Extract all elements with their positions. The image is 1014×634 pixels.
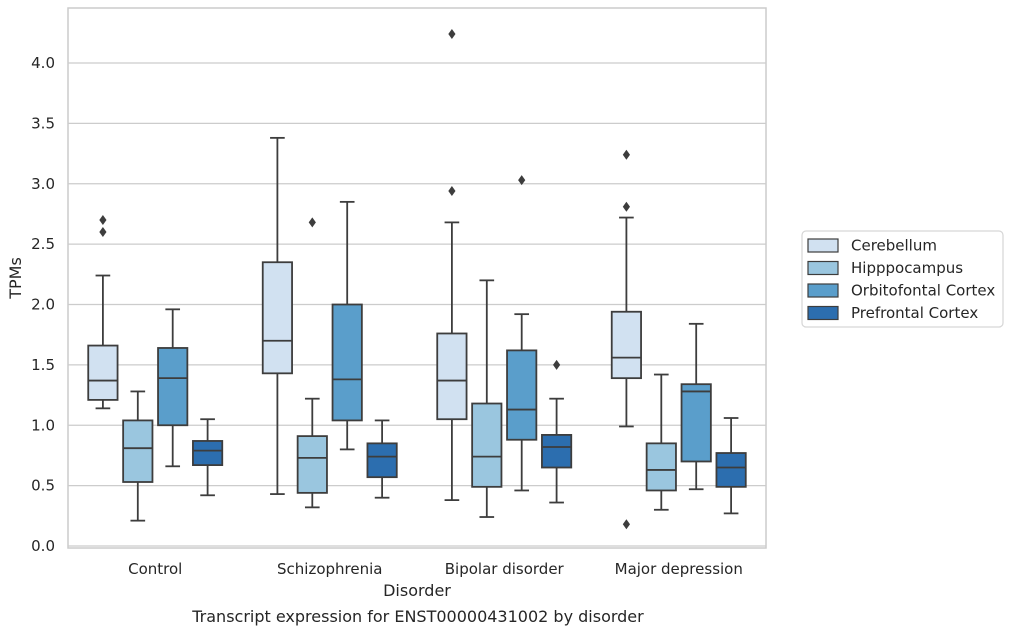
box-iqr	[541, 434, 573, 469]
chart-caption: Transcript expression for ENST0000043100…	[191, 607, 644, 626]
box-hipppocampus	[471, 279, 503, 518]
box-plots	[87, 29, 747, 530]
y-tick-label: 3.5	[31, 114, 55, 132]
x-tick-label: Bipolar disorder	[445, 560, 565, 578]
box-iqr	[157, 347, 189, 427]
box-iqr	[645, 442, 677, 492]
box-orbitofontal-cortex	[331, 200, 363, 451]
box-prefrontal-cortex	[541, 359, 573, 504]
box-iqr	[680, 383, 712, 463]
outlier-point	[553, 359, 561, 370]
box-iqr	[471, 402, 503, 488]
box-cerebellum	[610, 149, 642, 530]
y-tick-label: 3.0	[31, 175, 55, 193]
box-iqr	[296, 435, 328, 494]
box-hipppocampus	[645, 373, 677, 511]
plot-area-frame	[67, 7, 767, 549]
legend: Cerebellum Hipppocampus Orbitofontal Corte…	[801, 230, 1004, 328]
outlier-point	[518, 175, 526, 186]
y-tick-label: 0.5	[31, 477, 55, 495]
box-cerebellum	[87, 214, 119, 410]
box-iqr	[506, 349, 538, 441]
outlier-point	[99, 227, 107, 238]
y-tick-label: 1.5	[31, 356, 55, 374]
box-iqr	[87, 344, 119, 401]
x-tick-label: Control	[128, 560, 182, 578]
x-tick-label: Schizophrenia	[277, 560, 382, 578]
box-hipppocampus	[122, 390, 154, 522]
legend-label: Orbitofontal Cortex	[851, 282, 995, 300]
y-tick-label: 1.0	[31, 416, 55, 434]
x-axis-ticks: Control Schizophrenia Bipolar disorder Majo…	[128, 560, 743, 578]
legend-swatch	[807, 283, 839, 298]
box-prefrontal-cortex	[366, 419, 398, 499]
legend-frame	[801, 230, 1004, 328]
legend-label: Prefrontal Cortex	[851, 304, 978, 322]
box-iqr	[192, 440, 224, 466]
box-hipppocampus	[296, 217, 328, 509]
outlier-point	[622, 519, 630, 530]
box-iqr	[261, 261, 293, 375]
legend-label: Hipppocampus	[851, 259, 963, 277]
x-axis-title: Disorder	[383, 581, 451, 600]
y-tick-label: 4.0	[31, 54, 55, 72]
y-tick-label: 2.0	[31, 296, 55, 314]
legend-swatch	[807, 305, 839, 321]
y-axis-ticks: 0.0 0.5 1.0 1.5 2.0 2.5 3.0 3.5 4.0	[31, 54, 55, 555]
legend-swatch	[807, 260, 839, 276]
box-iqr	[436, 332, 468, 421]
box-prefrontal-cortex	[192, 418, 224, 497]
box-iqr	[122, 419, 154, 483]
box-iqr	[610, 310, 642, 380]
box-iqr	[715, 452, 747, 488]
box-cerebellum	[436, 29, 468, 502]
outlier-point	[622, 149, 630, 160]
box-orbitofontal-cortex	[680, 322, 712, 491]
box-cerebellum	[261, 136, 293, 495]
legend-swatch	[807, 238, 839, 253]
box-orbitofontal-cortex	[157, 308, 189, 468]
outlier-point	[448, 29, 456, 40]
legend-label: Cerebellum	[851, 237, 937, 255]
outlier-point	[622, 201, 630, 212]
outlier-point	[99, 214, 107, 225]
x-tick-label: Major depression	[615, 560, 743, 578]
outlier-point	[448, 185, 456, 196]
y-tick-label: 0.0	[31, 537, 55, 555]
box-iqr	[366, 442, 398, 479]
box-iqr	[331, 303, 363, 422]
box-orbitofontal-cortex	[506, 175, 538, 492]
outlier-point	[308, 217, 316, 228]
y-axis-title: TPMs	[6, 257, 25, 300]
box-prefrontal-cortex	[715, 417, 747, 515]
y-tick-label: 2.5	[31, 235, 55, 253]
